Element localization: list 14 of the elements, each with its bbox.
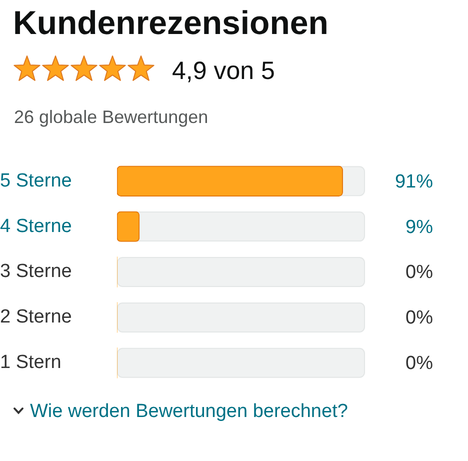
chart-title: Kundenrezensionen [13,4,328,42]
text: Wie werden Bewertungen berechnet? [30,400,348,424]
text: 26 globale Bewertungen [14,106,208,128]
y-tick-label: 2 Sterne [0,306,72,328]
y-tick-label: 3 Sterne [0,261,72,282]
data-label: 0% [406,308,434,329]
text: 4,9 von 5 [172,57,275,85]
data-label: 9% [406,216,434,238]
data-label: 0% [406,262,434,284]
y-tick-label: 4 Sterne [0,216,72,237]
y-tick-label: 1 Stern [0,352,62,374]
data-label: 0% [406,353,434,374]
data-label: 91% [394,171,434,192]
y-tick-label: 5 Sterne [0,170,72,192]
